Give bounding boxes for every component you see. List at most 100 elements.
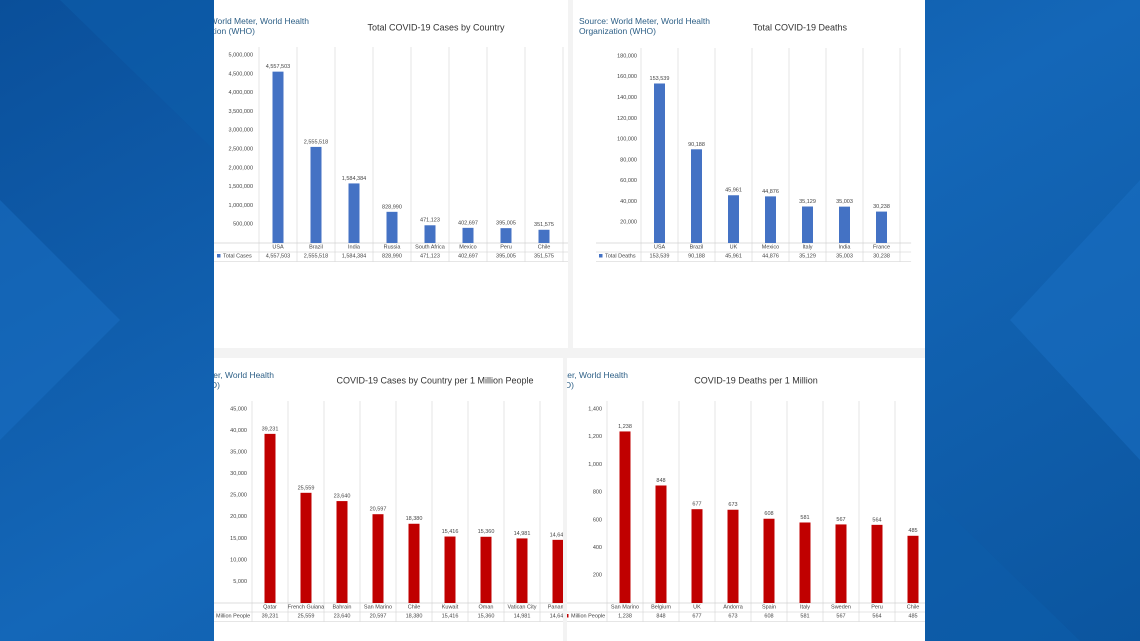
table-value: 15,360 xyxy=(478,613,495,619)
bar xyxy=(799,522,811,603)
bg-chevron xyxy=(1010,180,1140,460)
table-value: 25,559 xyxy=(298,613,315,619)
x-tick-label: Peru xyxy=(871,604,883,610)
bg-shape xyxy=(60,0,214,150)
x-tick-label: USA xyxy=(272,244,284,250)
y-tick-label: 35,000 xyxy=(230,450,247,456)
x-tick-label: UK xyxy=(730,244,738,250)
data-label: 14,647 xyxy=(550,532,567,538)
x-tick-label: Sweden xyxy=(831,604,851,610)
y-tick-label: 40,000 xyxy=(620,199,637,205)
legend-label: Million People xyxy=(571,613,605,619)
bar xyxy=(763,518,775,603)
divider xyxy=(568,0,573,350)
chart: COVID-19 Deaths per 1 Million Source: Wor… xyxy=(567,370,925,622)
x-tick-label: San Marino xyxy=(364,604,392,610)
chart: COVID-19 Cases by Country per 1 Million … xyxy=(214,370,567,622)
x-tick-label: South Africa xyxy=(415,244,446,250)
bar xyxy=(835,524,847,603)
bar xyxy=(654,83,665,243)
table-value: 18,380 xyxy=(406,613,423,619)
x-tick-label: Chile xyxy=(408,604,421,610)
table-value: 14,981 xyxy=(514,613,531,619)
data-label: 677 xyxy=(692,502,701,508)
bg-chevron xyxy=(0,200,120,440)
table-value: 1,238 xyxy=(618,613,632,619)
table-value: 564 xyxy=(872,613,881,619)
bar xyxy=(619,431,631,603)
y-tick-label: 10,000 xyxy=(230,557,247,563)
y-tick-label: 5,000 xyxy=(233,579,247,585)
x-tick-label: Qatar xyxy=(263,604,277,610)
x-tick-label: Italy xyxy=(802,244,812,250)
bar xyxy=(839,206,850,243)
y-tick-label: 1,500,000 xyxy=(229,184,253,190)
data-label: 402,697 xyxy=(458,220,478,226)
bar xyxy=(907,535,919,603)
y-tick-label: 3,000,000 xyxy=(229,128,253,134)
chart: Total COVID-19 Deaths Source: World Meter… xyxy=(579,16,912,262)
y-tick-label: 15,000 xyxy=(230,536,247,542)
source-note: Source: World Meter, World Health Organi… xyxy=(214,370,274,390)
bar xyxy=(480,536,492,603)
data-label: 35,003 xyxy=(836,199,853,205)
bar xyxy=(348,183,360,243)
legend-label: Total Cases xyxy=(223,253,252,259)
y-tick-label: 25,000 xyxy=(230,493,247,499)
bar xyxy=(272,71,284,244)
data-label: 14,981 xyxy=(514,531,531,537)
table-value: 608 xyxy=(764,613,773,619)
table-value: 30,238 xyxy=(873,253,890,259)
y-tick-label: 140,000 xyxy=(617,95,637,101)
data-label: 351,575 xyxy=(534,222,554,228)
bar xyxy=(336,501,348,603)
x-tick-label: Chile xyxy=(907,604,920,610)
y-tick-label: 5,000,000 xyxy=(229,52,253,58)
x-tick-label: India xyxy=(348,244,361,250)
y-tick-label: 80,000 xyxy=(620,157,637,163)
data-label: 471,123 xyxy=(420,218,440,224)
data-label: 45,961 xyxy=(725,188,742,194)
divider xyxy=(563,358,567,641)
table-value: 45,961 xyxy=(725,253,742,259)
chart-title: COVID-19 Cases by Country per 1 Million … xyxy=(336,375,533,385)
bar xyxy=(691,149,702,243)
table-value: 351,575 xyxy=(534,253,554,259)
y-tick-label: 1,400 xyxy=(588,406,602,412)
bar xyxy=(655,485,667,603)
y-tick-label: 100,000 xyxy=(617,137,637,143)
source-text: Source: World Meter, World Health Organi… xyxy=(178,16,310,36)
y-tick-label: 600 xyxy=(593,517,602,523)
legend-key xyxy=(567,614,569,618)
y-tick-label: 180,000 xyxy=(617,53,637,59)
bar xyxy=(386,211,398,243)
table-value: 15,416 xyxy=(442,613,459,619)
table-value: 828,990 xyxy=(382,253,402,259)
y-tick-label: 500,000 xyxy=(233,222,253,228)
table-value: 402,697 xyxy=(458,253,478,259)
bar xyxy=(538,229,550,243)
bar xyxy=(372,514,384,603)
legend-label: Total Deaths xyxy=(605,253,636,259)
y-tick-label: 3,500,000 xyxy=(229,109,253,115)
table-value: 35,129 xyxy=(799,253,816,259)
data-label: 673 xyxy=(728,502,737,508)
legend-key xyxy=(217,254,221,258)
y-tick-label: 160,000 xyxy=(617,74,637,80)
y-tick-label: 40,000 xyxy=(230,428,247,434)
bar xyxy=(310,146,322,243)
table-value: 677 xyxy=(692,613,701,619)
table-value: 471,123 xyxy=(420,253,440,259)
table-value: 39,231 xyxy=(262,613,279,619)
x-tick-label: Belgium xyxy=(651,604,671,610)
table-value: 1,584,384 xyxy=(342,253,366,259)
x-tick-label: San Marino xyxy=(611,604,639,610)
chart: Total COVID-19 Cases by Country Source: W… xyxy=(178,16,568,262)
y-tick-label: 2,000,000 xyxy=(229,165,253,171)
data-label: 90,188 xyxy=(688,142,705,148)
chart-title: Total COVID-19 Deaths xyxy=(753,22,848,32)
y-tick-label: 4,500,000 xyxy=(229,71,253,77)
y-tick-label: 200 xyxy=(593,573,602,579)
x-tick-label: French Guiana xyxy=(288,604,325,610)
bar xyxy=(516,538,528,603)
